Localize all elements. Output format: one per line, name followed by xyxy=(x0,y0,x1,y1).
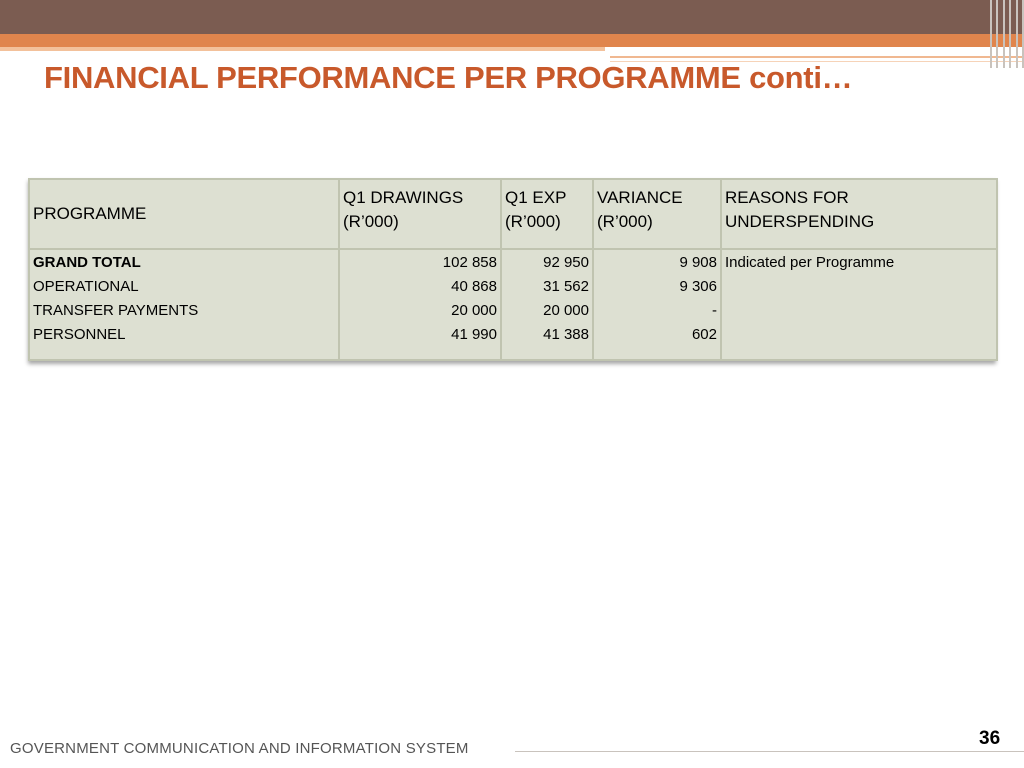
accent-line xyxy=(610,56,1024,58)
footer-divider xyxy=(515,751,1024,752)
table-header-row: PROGRAMME Q1 DRAWINGS (R’000) Q1 EXP (R’… xyxy=(28,178,998,250)
header-drawings: Q1 DRAWINGS (R’000) xyxy=(338,178,502,250)
expenditure-value: 41 388 xyxy=(543,326,589,343)
expenditure-value: 92 950 xyxy=(543,254,589,271)
programme-cell: GRAND TOTAL OPERATIONAL TRANSFER PAYMENT… xyxy=(28,248,340,361)
programme-grand-total: GRAND TOTAL xyxy=(33,254,141,271)
variance-value: 602 xyxy=(691,326,717,343)
drawings-value: 41 990 xyxy=(451,326,497,343)
band-cutout xyxy=(605,47,1024,53)
reasons-cell: Indicated per Programme xyxy=(720,248,998,361)
drawings-cell: 102 858 40 868 20 000 41 990 xyxy=(338,248,502,361)
financial-table: PROGRAMME Q1 DRAWINGS (R’000) Q1 EXP (R’… xyxy=(28,178,998,361)
top-band xyxy=(0,0,1024,34)
variance-value: 9 306 xyxy=(679,278,717,295)
header-variance: VARIANCE (R’000) xyxy=(592,178,722,250)
footer-organisation: GOVERNMENT COMMUNICATION AND INFORMATION… xyxy=(10,740,469,757)
variance-cell: 9 908 9 306 - 602 xyxy=(592,248,722,361)
drawings-value: 102 858 xyxy=(442,254,497,271)
accent-line-thin xyxy=(610,61,1024,62)
accent-band xyxy=(0,34,1024,47)
variance-value: 9 908 xyxy=(679,254,717,271)
header-programme: PROGRAMME xyxy=(28,178,340,250)
programme-operational: OPERATIONAL xyxy=(33,278,139,295)
drawings-value: 20 000 xyxy=(451,302,497,319)
header-expenditure: Q1 EXP (R’000) xyxy=(500,178,594,250)
reasons-text: Indicated per Programme xyxy=(725,254,895,271)
accent-band-light xyxy=(0,47,605,51)
decorative-stripes xyxy=(990,0,1024,68)
programme-transfer-payments: TRANSFER PAYMENTS xyxy=(33,302,199,319)
slide-title: FINANCIAL PERFORMANCE PER PROGRAMME cont… xyxy=(44,60,853,95)
table-row: GRAND TOTAL OPERATIONAL TRANSFER PAYMENT… xyxy=(28,248,998,361)
expenditure-value: 20 000 xyxy=(543,302,589,319)
programme-personnel: PERSONNEL xyxy=(33,326,126,343)
expenditure-value: 31 562 xyxy=(543,278,589,295)
header-reasons: REASONS FOR UNDERSPENDING xyxy=(720,178,998,250)
variance-value: - xyxy=(712,302,717,319)
expenditure-cell: 92 950 31 562 20 000 41 388 xyxy=(500,248,594,361)
drawings-value: 40 868 xyxy=(451,278,497,295)
page-number: 36 xyxy=(979,728,1001,749)
